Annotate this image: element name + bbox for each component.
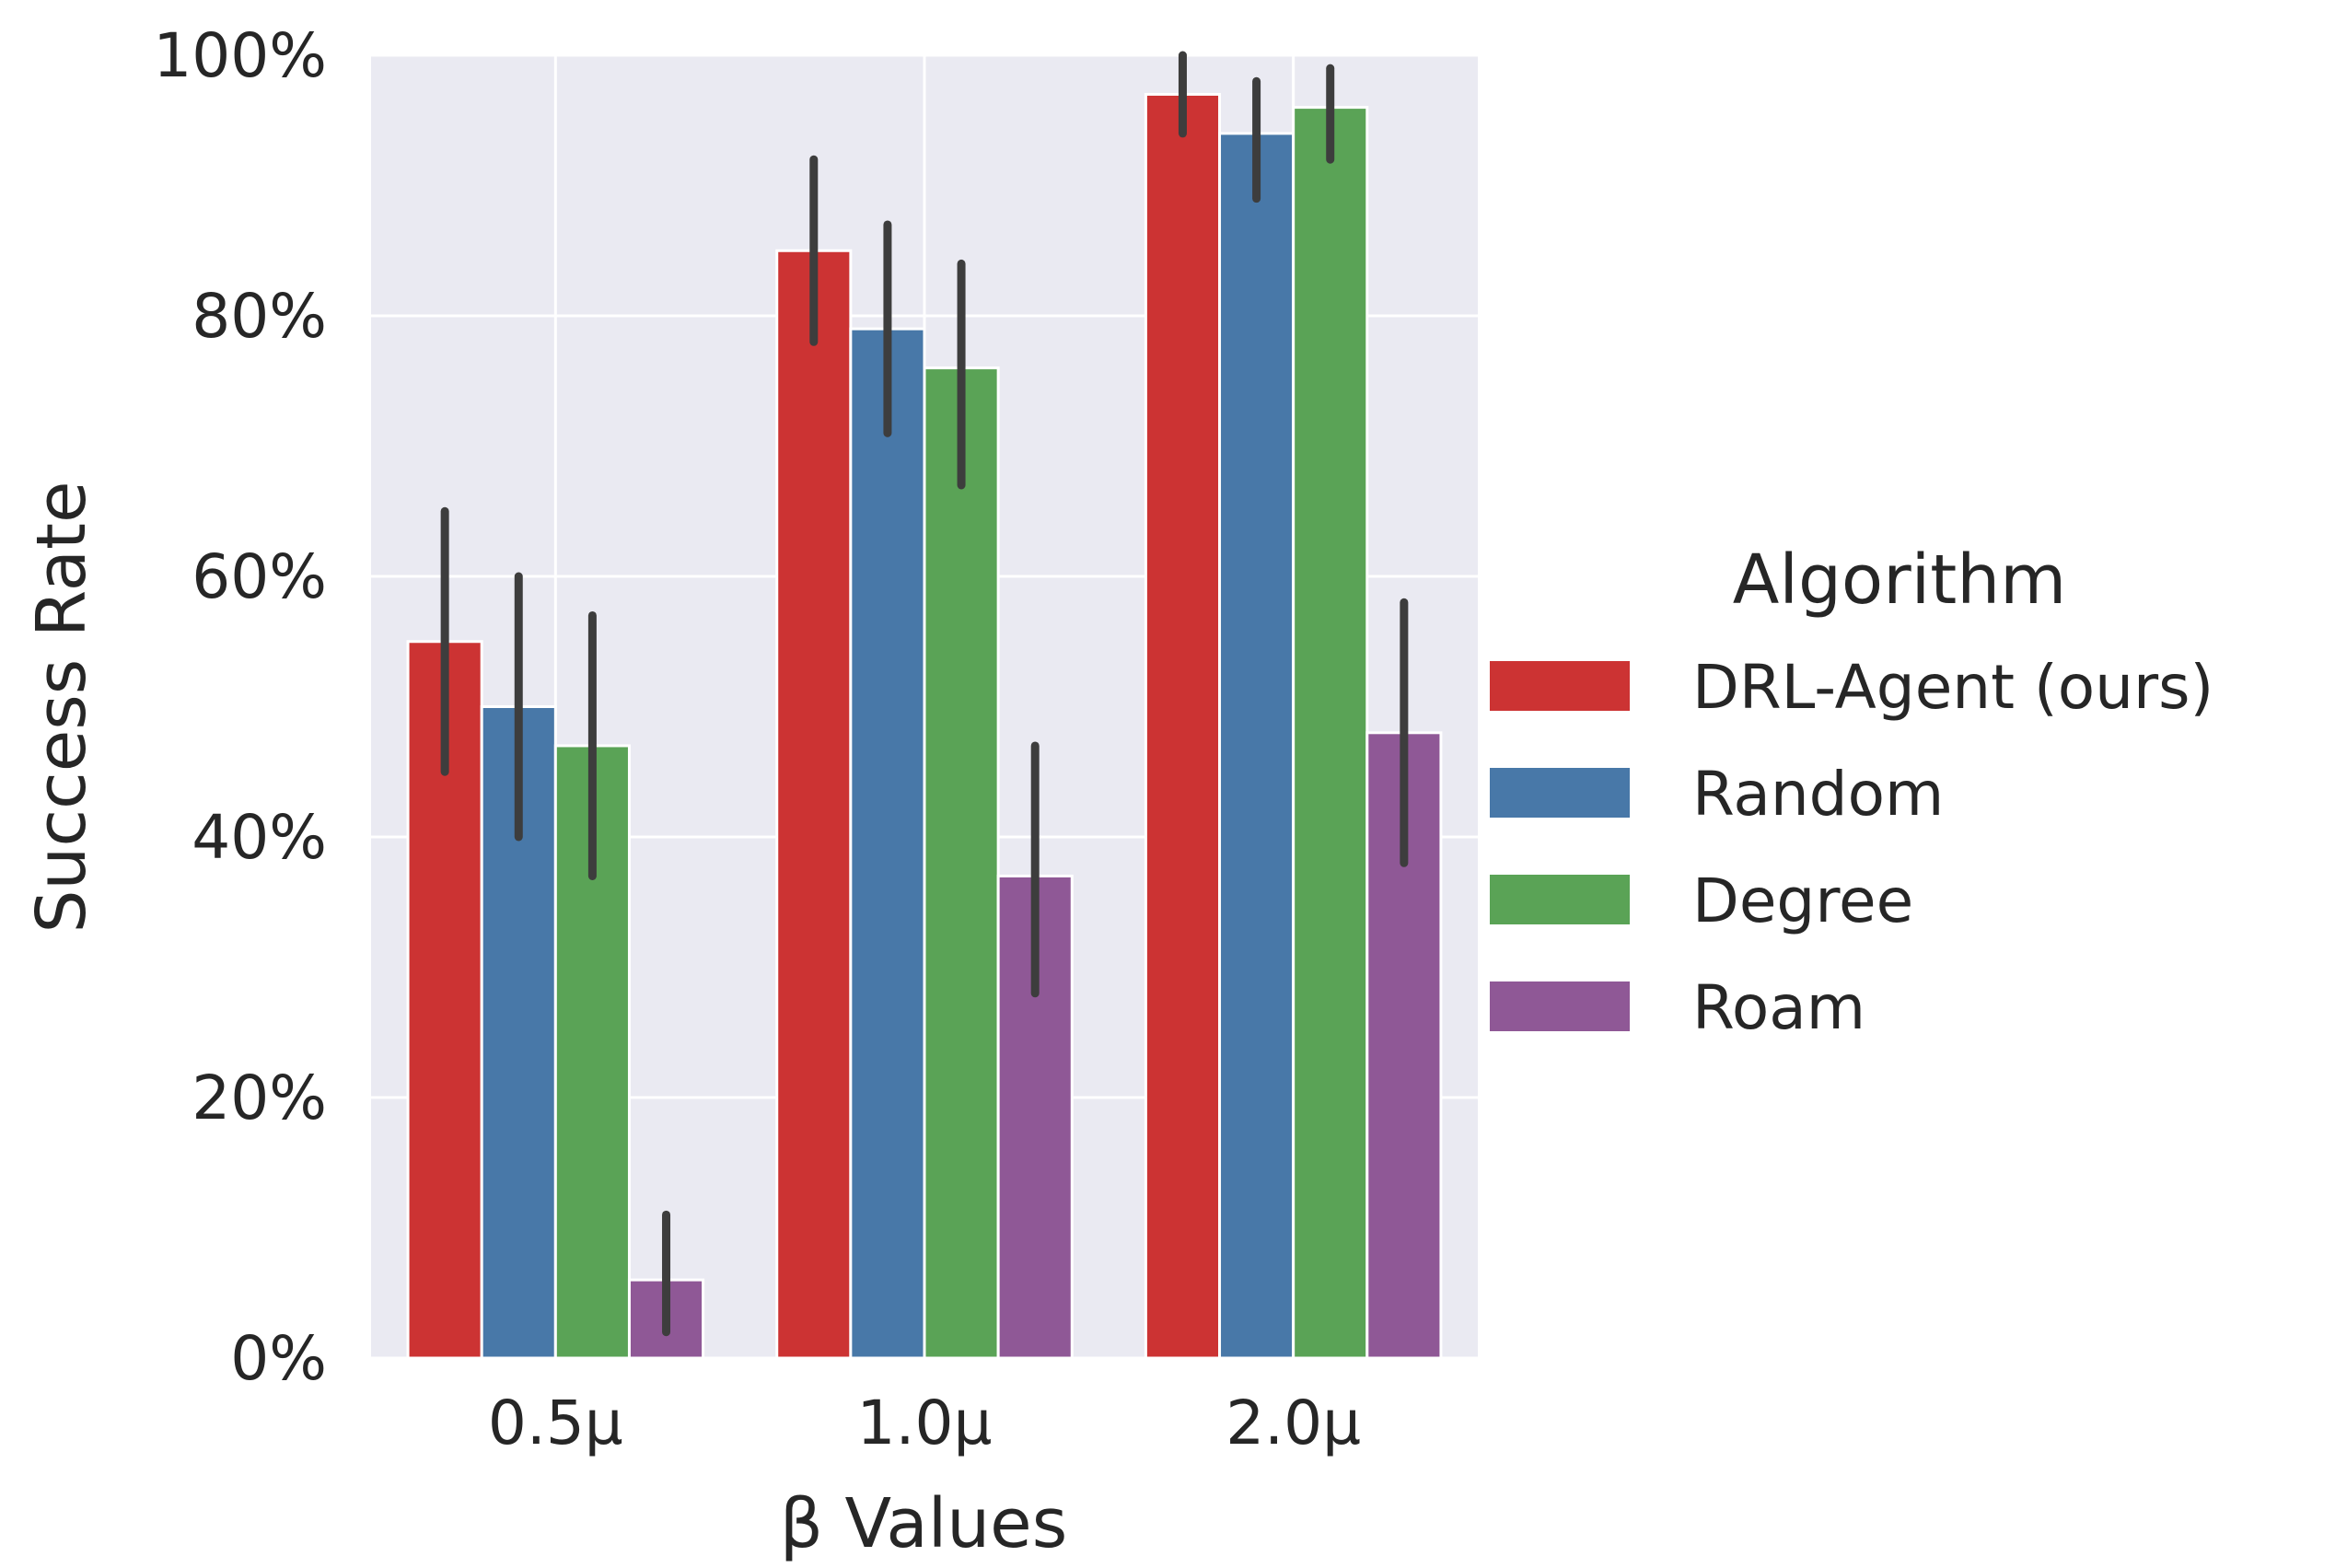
y-tick-label: 20%: [192, 1063, 327, 1133]
y-ticks: 0% 20% 40% 60% 80% 100%: [153, 20, 327, 1394]
legend-swatch: [1490, 875, 1630, 924]
legend-label: Roam: [1692, 972, 1865, 1043]
bars: [406, 92, 1443, 1360]
legend-title: Algorithm: [1733, 540, 2066, 620]
y-tick-label: 40%: [192, 802, 327, 873]
x-tick-label: 1.0μ: [857, 1388, 993, 1458]
bar: [923, 366, 1000, 1360]
bar: [1218, 132, 1295, 1360]
legend: Algorithm DRL-Agent (ours) Random Degree Ro…: [1490, 540, 2213, 1043]
x-ticks: 0.5μ 1.0μ 2.0μ: [488, 1388, 1361, 1458]
x-tick-label: 2.0μ: [1226, 1388, 1361, 1458]
y-axis-title: Success Rate: [22, 481, 101, 933]
bar: [1144, 92, 1222, 1360]
bar: [849, 327, 926, 1360]
error-bars: [440, 51, 1409, 1337]
legend-label: Random: [1692, 759, 1944, 830]
x-axis-title: β Values: [780, 1484, 1068, 1563]
x-tick-label: 0.5μ: [488, 1388, 623, 1458]
y-tick-label: 80%: [192, 281, 327, 352]
legend-swatch: [1490, 768, 1630, 818]
legend-label: DRL-Agent (ours): [1692, 652, 2213, 723]
y-tick-label: 100%: [153, 20, 327, 91]
y-tick-label: 0%: [230, 1323, 327, 1394]
legend-label: Degree: [1692, 865, 1913, 936]
bar: [775, 249, 853, 1360]
bar: [1292, 106, 1369, 1360]
y-tick-label: 60%: [192, 541, 327, 612]
legend-items: DRL-Agent (ours) Random Degree Roam: [1490, 652, 2213, 1043]
legend-swatch: [1490, 661, 1630, 711]
legend-swatch: [1490, 981, 1630, 1031]
